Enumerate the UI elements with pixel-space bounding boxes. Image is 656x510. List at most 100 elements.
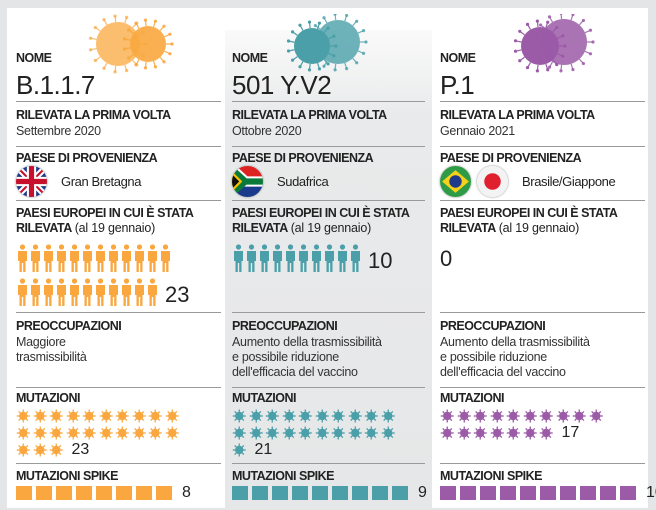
mutation-icon — [457, 426, 474, 440]
spike-mutation-square — [332, 486, 348, 500]
name-label: NOME — [440, 51, 476, 65]
first-detected-date: Settembre 2020 — [16, 124, 101, 138]
person-icon — [55, 244, 68, 272]
person-icon — [349, 244, 362, 272]
mutations-count: 17 — [561, 424, 580, 441]
person-icon — [68, 244, 81, 272]
mutation-icon — [282, 426, 299, 440]
mutation-icon — [16, 443, 33, 457]
spike-mutations-count: 10 — [646, 484, 656, 501]
person-icon — [29, 244, 42, 272]
mutation-icon — [33, 426, 50, 440]
mutation-icon — [331, 409, 348, 423]
mutation-icon — [282, 409, 299, 423]
eu-countries-label-line2: RILEVATA — [232, 221, 288, 235]
mutation-icon — [315, 409, 332, 423]
japan-flag-icon — [477, 166, 508, 197]
concerns-text: e possibile riduzione — [440, 350, 547, 364]
mutation-icon — [506, 426, 523, 440]
person-icon — [323, 244, 336, 272]
mutation-icon — [33, 409, 50, 423]
spike-mutations-label: MUTAZIONI SPIKE — [232, 469, 335, 483]
mutation-icon — [381, 426, 398, 440]
person-icon — [297, 244, 310, 272]
person-icon — [29, 278, 42, 306]
uk-flag-icon — [16, 166, 47, 197]
mutation-icon — [66, 426, 83, 440]
concerns-text: dell'efficacia del vaccino — [232, 365, 358, 379]
divider — [16, 200, 221, 201]
name-label: NOME — [16, 51, 52, 65]
spike-mutation-square — [392, 486, 408, 500]
spike-mutation-square — [56, 486, 72, 500]
mutation-icon — [232, 426, 249, 440]
mutation-icon — [381, 409, 398, 423]
mutation-icon — [132, 426, 149, 440]
mutation-icon — [523, 426, 540, 440]
person-icon — [133, 278, 146, 306]
concerns-label: PREOCCUPAZIONI — [440, 319, 546, 333]
origin-country: Gran Bretagna — [61, 174, 142, 189]
divider — [440, 101, 645, 102]
person-icon — [258, 244, 271, 272]
eu-countries-count: 0 — [440, 246, 453, 271]
person-icon — [107, 278, 120, 306]
person-icon — [81, 278, 94, 306]
mutation-icon — [298, 426, 315, 440]
spike-mutation-square — [600, 486, 616, 500]
concerns-text: Aumento della trasmissibilità — [232, 335, 382, 349]
concerns-text: Aumento della trasmissibilità — [440, 335, 590, 349]
spike-mutation-square — [96, 486, 112, 500]
spike-mutation-square — [540, 486, 556, 500]
variant-name: 501 Y.V2 — [232, 70, 332, 100]
mutation-icon — [539, 426, 556, 440]
origin-label: PAESE DI PROVENIENZA — [440, 151, 582, 165]
brazil-flag-icon — [440, 166, 471, 197]
mutations-label: MUTAZIONI — [16, 391, 81, 405]
origin-label: PAESE DI PROVENIENZA — [232, 151, 374, 165]
eu-countries-label-line1: PAESI EUROPEI IN CUI È STATA — [232, 206, 410, 220]
mutation-icon — [165, 409, 182, 423]
origin-row: Brasile/Giappone — [440, 166, 616, 197]
mutation-icon — [148, 409, 165, 423]
spike-mutation-square — [580, 486, 596, 500]
person-icon — [146, 278, 159, 306]
mutation-icon — [49, 443, 66, 457]
mutation-icon — [440, 409, 457, 423]
variant-column: NOME P.1 RILEVATA LA PRIMA VOLTA Gennaio 20… — [440, 0, 656, 501]
mutation-icon — [265, 409, 282, 423]
divider — [440, 387, 645, 388]
divider — [232, 101, 425, 102]
spike-mutation-square — [116, 486, 132, 500]
first-detected-date: Ottobre 2020 — [232, 124, 302, 138]
divider — [440, 146, 645, 147]
eu-countries-label: PAESI EUROPEI IN CUI È STATA RILEVATA (al… — [232, 206, 410, 236]
mutation-icon — [490, 409, 507, 423]
eu-countries-note: (al 19 gennaio) — [74, 221, 156, 235]
person-icon — [120, 278, 133, 306]
divider — [440, 312, 645, 313]
divider — [16, 101, 221, 102]
spike-mutation-square — [232, 486, 248, 500]
concerns-text: trasmissibilità — [16, 350, 87, 364]
spike-mutation-square — [440, 486, 456, 500]
mutation-icon — [132, 409, 149, 423]
person-icon — [42, 244, 55, 272]
eu-countries-label: PAESI EUROPEI IN CUI È STATA RILEVATA (al… — [440, 206, 618, 236]
mutation-icon — [348, 409, 365, 423]
origin-label: PAESE DI PROVENIENZA — [16, 151, 158, 165]
person-icon — [232, 244, 245, 272]
spike-mutation-square — [136, 486, 152, 500]
divider — [232, 146, 425, 147]
variant-column: NOME 501 Y.V2 RILEVATA LA PRIMA VOLTA Ottob… — [232, 0, 427, 501]
mutation-icon — [364, 409, 381, 423]
mutation-icon — [556, 409, 573, 423]
spike-mutation-square — [312, 486, 328, 500]
divider — [16, 463, 221, 464]
eu-countries-note: (al 19 gennaio) — [498, 221, 580, 235]
mutation-icon — [315, 426, 332, 440]
origin-country: Brasile/Giappone — [522, 174, 616, 189]
origin-row: Gran Bretagna — [16, 166, 141, 197]
concerns-label: PREOCCUPAZIONI — [232, 319, 338, 333]
mutation-icon — [115, 426, 132, 440]
